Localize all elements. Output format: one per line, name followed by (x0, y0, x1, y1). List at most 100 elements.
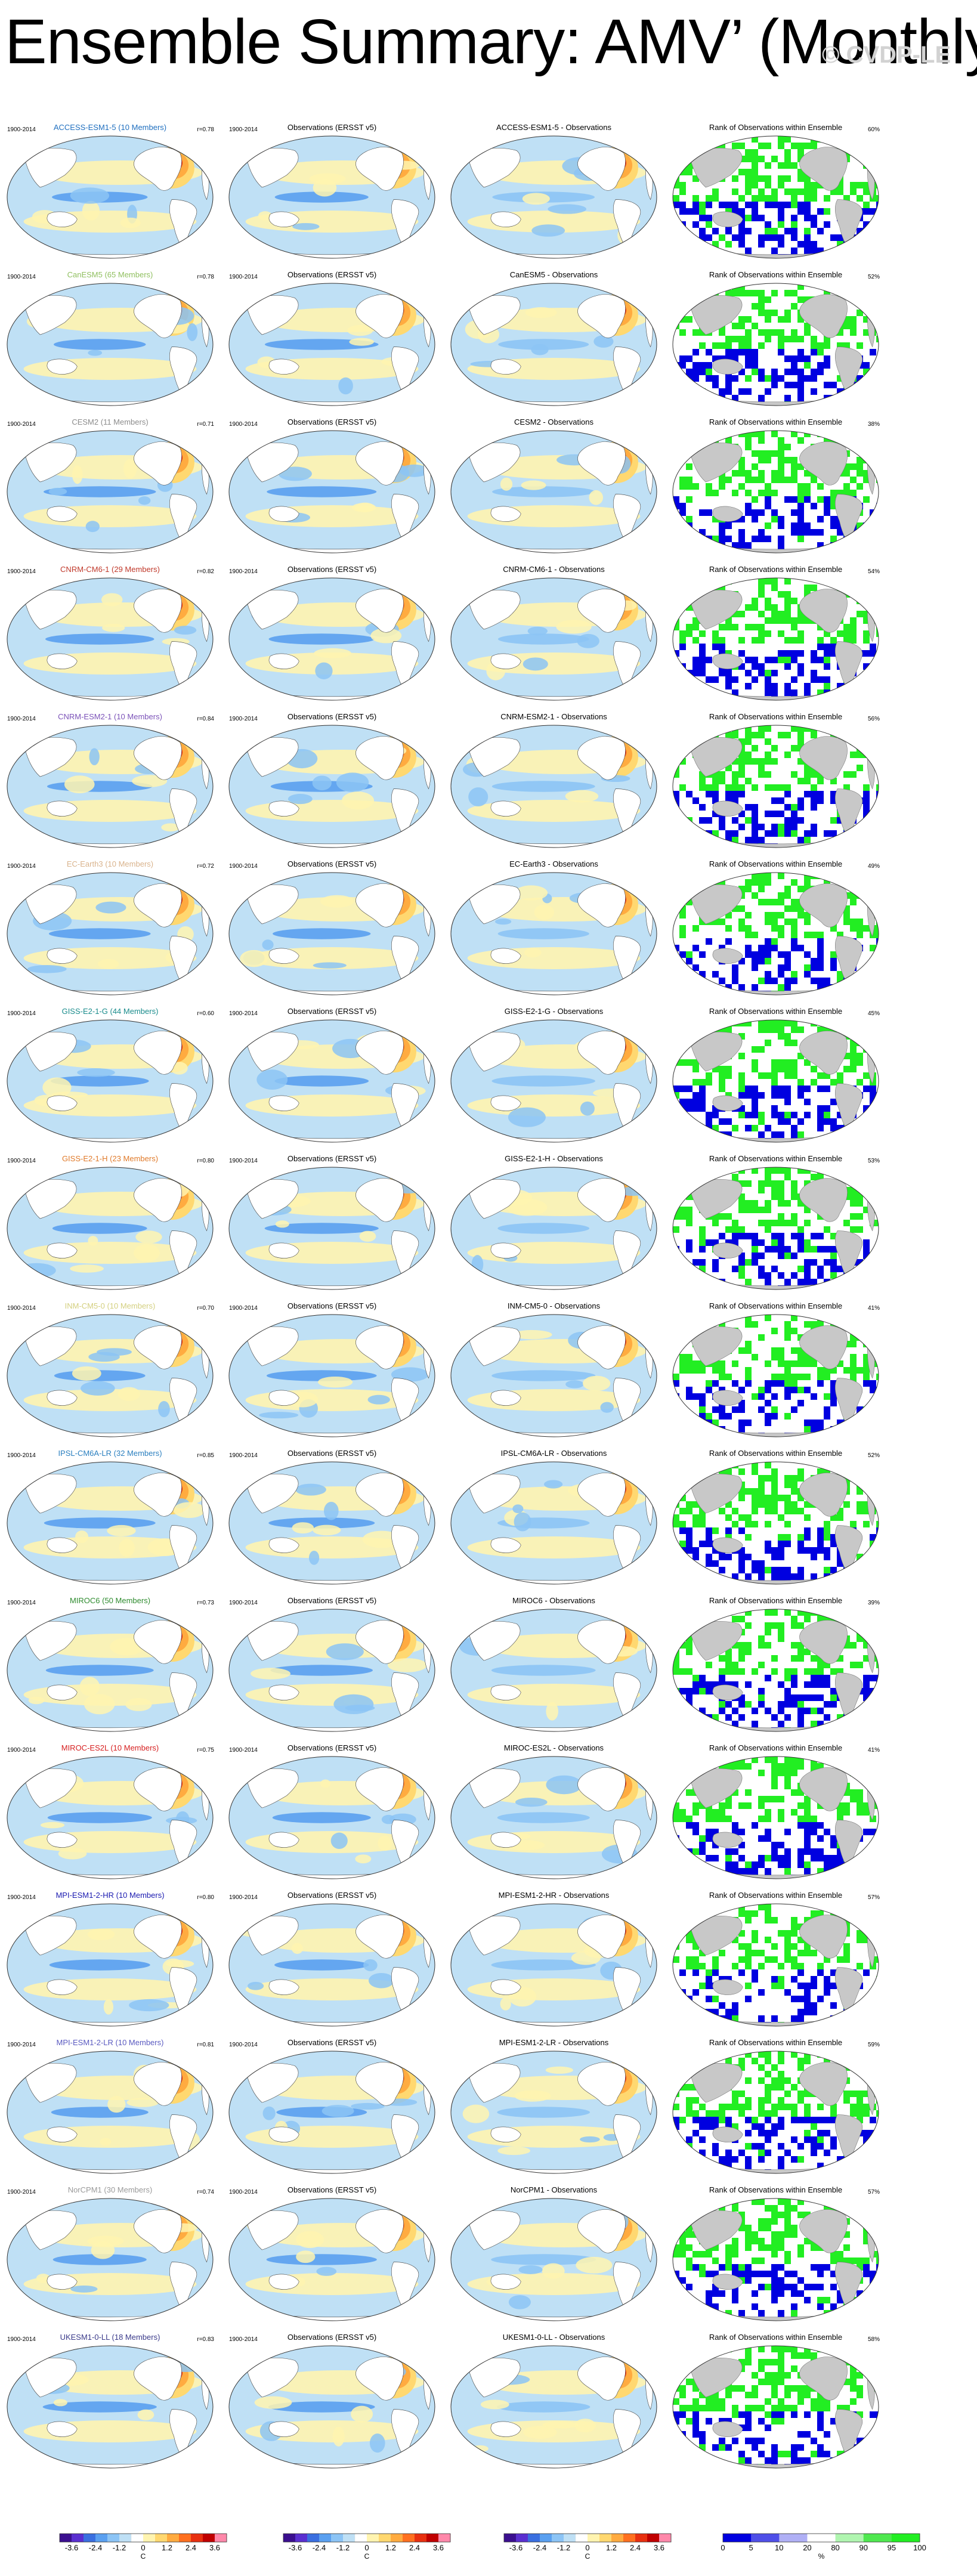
model-members: (18 Members) (112, 2333, 160, 2342)
ensemble-mean-map: 1900-2014 MPI-ESM1-2-LR (10 Members) r=0.8… (7, 2038, 214, 2174)
rank-title: Rank of Observations within Ensemble (709, 1596, 842, 1605)
difference-map: MIROC6 - Observations (450, 1596, 657, 1732)
correlation-label: r=0.73 (197, 1600, 214, 1606)
model-name: CESM2 (72, 418, 98, 426)
difference-title: ACCESS-ESM1-5 - Observations (496, 123, 611, 132)
model-members: (50 Members) (102, 1596, 150, 1605)
difference-model: GISS-E2-1-G (505, 1007, 551, 1016)
colorbar-unit: C (585, 2552, 590, 2560)
rank-percent-label: 52% (868, 1452, 880, 1459)
model-row: 1900-2014 EC-Earth3 (10 Members) r=0.72 190… (7, 859, 880, 995)
model-name: EC-Earth3 (67, 859, 103, 868)
observations-title: Observations (ERSST v5) (287, 270, 376, 279)
correlation-label: r=0.78 (197, 126, 214, 133)
observations-title: Observations (ERSST v5) (287, 2333, 376, 2342)
observations-map: 1900-2014 Observations (ERSST v5) (228, 270, 435, 406)
ensemble-mean-map: 1900-2014 EC-Earth3 (10 Members) r=0.72 (7, 859, 214, 995)
model-members: (23 Members) (110, 1154, 158, 1163)
model-members: (44 Members) (110, 1007, 159, 1016)
difference-suffix: - Observations (555, 712, 608, 721)
model-row: 1900-2014 NorCPM1 (30 Members) r=0.74 1900-… (7, 2185, 880, 2321)
model-title: CNRM-ESM2-1 (10 Members) (58, 712, 162, 721)
colorbar-swatch (751, 2534, 780, 2542)
colorbar-tick: 20 (803, 2543, 811, 2552)
page-title: Ensemble Summary: AMV’ (Monthly) (5, 7, 977, 77)
colorbar-swatch (623, 2534, 636, 2542)
colorbar-swatch (119, 2534, 132, 2542)
correlation-label: r=0.74 (197, 2189, 214, 2195)
period-label: 1900-2014 (229, 2189, 258, 2195)
colorbar-swatch (143, 2534, 156, 2542)
colorbar-tick: 0 (721, 2543, 725, 2552)
ensemble-mean-map: 1900-2014 CNRM-ESM2-1 (10 Members) r=0.84 (7, 712, 214, 848)
observations-map: 1900-2014 Observations (ERSST v5) (228, 1301, 435, 1437)
difference-model: MPI-ESM1-2-LR (499, 2038, 556, 2047)
model-title: IPSL-CM6A-LR (32 Members) (58, 1449, 162, 1458)
colorbar-tick: 3.6 (433, 2543, 444, 2552)
difference-model: CanESM5 (510, 270, 545, 279)
difference-title: GISS-E2-1-H - Observations (505, 1154, 603, 1163)
model-title: MIROC-ES2L (10 Members) (61, 1743, 159, 1752)
difference-model: CNRM-ESM2-1 (500, 712, 554, 721)
observations-title: Observations (ERSST v5) (287, 565, 376, 574)
rank-percent-label: 45% (868, 1010, 880, 1017)
colorbar-swatch (863, 2534, 892, 2542)
period-label: 1900-2014 (229, 2336, 258, 2343)
colorbar-tick: 2.4 (185, 2543, 196, 2552)
model-row: 1900-2014 CNRM-CM6-1 (29 Members) r=0.82 19… (7, 565, 880, 701)
observations-title: Observations (ERSST v5) (287, 1891, 376, 1900)
rank-percent-label: 52% (868, 274, 880, 280)
model-members: (65 Members) (104, 270, 153, 279)
difference-model: EC-Earth3 (509, 859, 546, 868)
watermark-label: © CVDP-LE (822, 42, 951, 68)
period-label: 1900-2014 (229, 1894, 258, 1901)
colorbar-swatch (155, 2534, 168, 2542)
model-row: 1900-2014 IPSL-CM6A-LR (32 Members) r=0.85… (7, 1449, 880, 1585)
observations-title: Observations (ERSST v5) (287, 1301, 376, 1310)
difference-suffix: - Observations (551, 1154, 604, 1163)
colorbar-tick: 100 (913, 2543, 926, 2552)
model-title: UKESM1-0-LL (18 Members) (60, 2333, 160, 2342)
colorbar-swatch (552, 2534, 564, 2542)
rank-title: Rank of Observations within Ensemble (709, 1891, 842, 1900)
model-name: CNRM-ESM2-1 (58, 712, 112, 721)
observations-title: Observations (ERSST v5) (287, 418, 376, 426)
sst-colorbar: -3.6 -2.4 -1.2 0 1.2 2.4 3.6 C (283, 2533, 451, 2560)
colorbar-tick: 1.2 (385, 2543, 396, 2552)
colorbar-tick: 1.2 (162, 2543, 172, 2552)
period-label: 1900-2014 (7, 1305, 36, 1312)
colorbar-swatch (203, 2534, 215, 2542)
colorbar-swatch (354, 2533, 367, 2543)
model-row: 1900-2014 MPI-ESM1-2-LR (10 Members) r=0.8… (7, 2038, 880, 2174)
difference-model: INM-CM5-0 (508, 1301, 548, 1310)
model-row: 1900-2014 MIROC-ES2L (10 Members) r=0.75 19… (7, 1743, 880, 1879)
period-label: 1900-2014 (229, 2042, 258, 2048)
colorbar-swatch (426, 2534, 439, 2542)
period-label: 1900-2014 (7, 1894, 36, 1901)
model-title: MPI-ESM1-2-HR (10 Members) (55, 1891, 164, 1900)
rank-title: Rank of Observations within Ensemble (709, 712, 842, 721)
difference-model: MIROC6 (512, 1596, 543, 1605)
model-members: (10 Members) (116, 1891, 165, 1900)
period-label: 1900-2014 (229, 1600, 258, 1606)
period-label: 1900-2014 (7, 421, 36, 428)
period-label: 1900-2014 (229, 1452, 258, 1459)
period-label: 1900-2014 (229, 421, 258, 428)
rank-percent-label: 54% (868, 568, 880, 575)
model-members: (10 Members) (105, 859, 153, 868)
colorbar-tick: 3.6 (209, 2543, 220, 2552)
correlation-label: r=0.81 (197, 2042, 214, 2048)
rank-percent-label: 57% (868, 1894, 880, 1901)
correlation-label: r=0.60 (197, 1010, 214, 1017)
period-label: 1900-2014 (7, 1600, 36, 1606)
ensemble-mean-map: 1900-2014 GISS-E2-1-H (23 Members) r=0.80 (7, 1154, 214, 1290)
observations-map: 1900-2014 Observations (ERSST v5) (228, 565, 435, 701)
rank-map: Rank of Observations within Ensemble 41% (672, 1301, 880, 1437)
rank-title: Rank of Observations within Ensemble (709, 418, 842, 426)
model-name: INM-CM5-0 (65, 1301, 105, 1310)
difference-model: NorCPM1 (511, 2185, 545, 2194)
model-title: CNRM-CM6-1 (29 Members) (60, 565, 160, 574)
model-name: MPI-ESM1-2-HR (55, 1891, 114, 1900)
model-members: (10 Members) (107, 1301, 155, 1310)
colorbar-tick: -2.4 (313, 2543, 326, 2552)
